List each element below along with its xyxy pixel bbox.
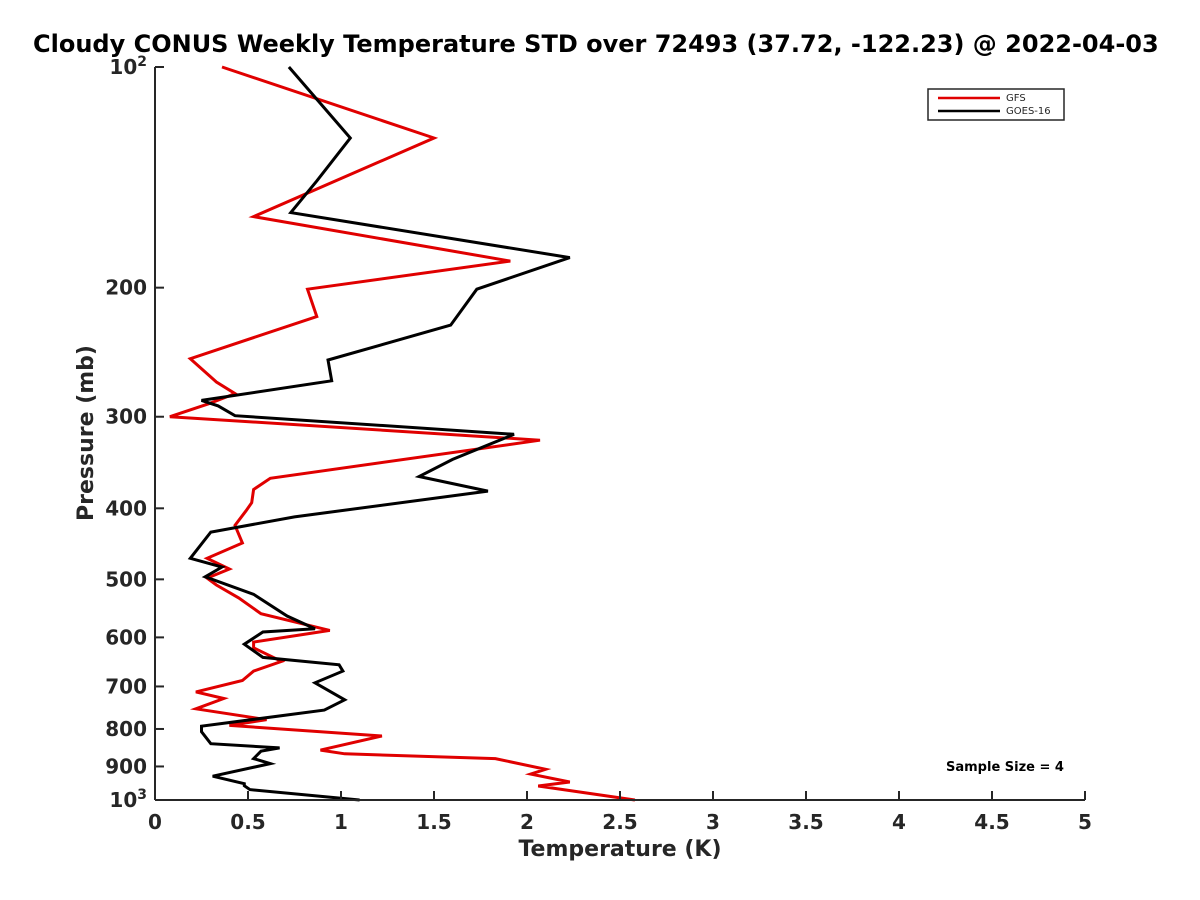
- y-tick-label: 800: [105, 717, 147, 741]
- y-tick-base: 10: [109, 55, 137, 79]
- x-tick-label: 1.5: [416, 810, 451, 834]
- x-tick-label: 4.5: [974, 810, 1009, 834]
- x-axis-label: Temperature (K): [518, 837, 721, 862]
- y-axis-label: Pressure (mb): [74, 345, 99, 521]
- x-tick-label: 5: [1078, 810, 1092, 834]
- x-ticks: 0 0.5 1 1.5 2 2.5 3 3.5 4 4.5 5: [148, 791, 1092, 834]
- x-tick-label: 0: [148, 810, 162, 834]
- y-tick-label: 400: [105, 496, 147, 520]
- x-tick-label: 4: [892, 810, 906, 834]
- y-tick-exponent: 3: [137, 787, 147, 803]
- x-tick-label: 0.5: [230, 810, 265, 834]
- x-tick-label: 2.5: [602, 810, 637, 834]
- series-line-gfs: [169, 65, 636, 802]
- series-line-goes16: [187, 66, 571, 802]
- y-tick-label: 103: [109, 787, 147, 812]
- x-tick-label: 2: [520, 810, 534, 834]
- y-tick-label: 102: [109, 54, 147, 79]
- y-tick-label: 700: [105, 674, 147, 698]
- y-tick-label: 900: [105, 754, 147, 778]
- legend-box: [927, 88, 1065, 121]
- chart-title: Cloudy CONUS Weekly Temperature STD over…: [33, 30, 1159, 58]
- legend-label-goes16: GOES-16: [1006, 106, 1051, 117]
- legend: GFS GOES-16: [927, 88, 1065, 121]
- y-tick-label: 200: [105, 276, 147, 300]
- x-tick-label: 3: [706, 810, 720, 834]
- y-tick-exponent: 2: [137, 54, 147, 70]
- y-tick-label: 300: [105, 405, 147, 429]
- legend-label-gfs: GFS: [1006, 93, 1026, 104]
- axes-layer: [154, 67, 1085, 801]
- series-layer: [169, 65, 636, 802]
- y-tick-label: 500: [105, 567, 147, 591]
- y-tick-label: 600: [105, 625, 147, 649]
- x-tick-label: 3.5: [788, 810, 823, 834]
- sample-size-annotation: Sample Size = 4: [946, 760, 1064, 775]
- x-tick-label: 1: [334, 810, 348, 834]
- y-tick-base: 10: [109, 788, 137, 812]
